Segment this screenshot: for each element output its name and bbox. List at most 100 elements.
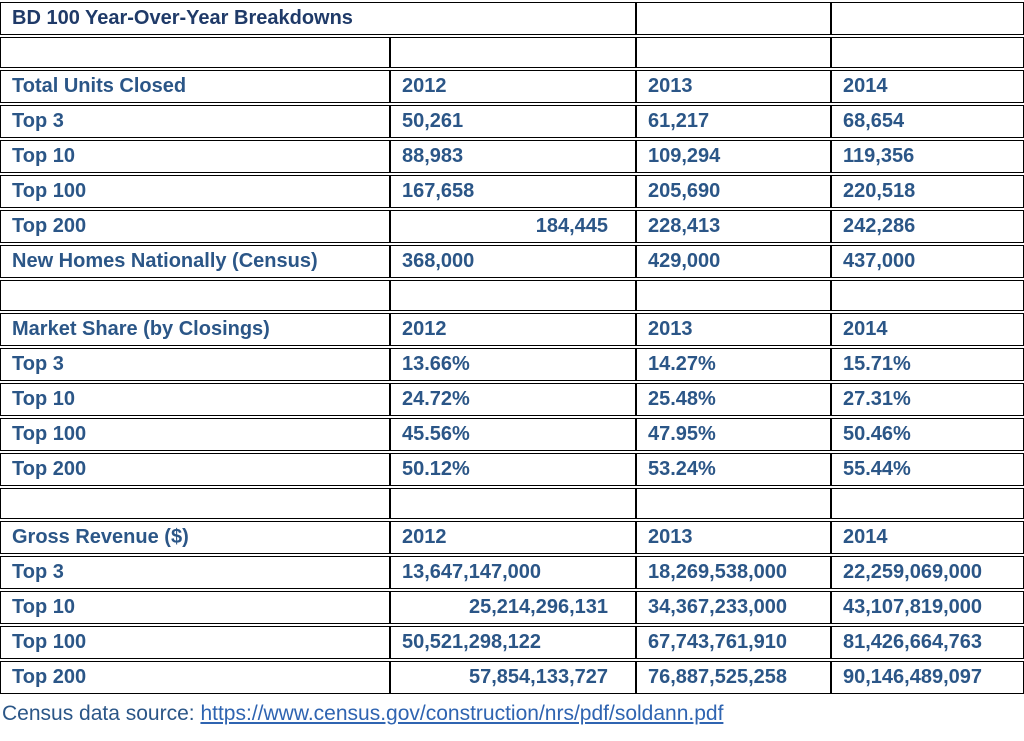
table-row: Top 100 50,521,298,122 67,743,761,910 81,42… bbox=[0, 626, 1024, 659]
value-cell: 24.72% bbox=[390, 383, 636, 416]
value-cell: 13,647,147,000 bbox=[390, 556, 636, 589]
value-cell: 167,658 bbox=[390, 175, 636, 208]
empty-cell bbox=[0, 488, 390, 519]
value-cell: 47.95% bbox=[636, 418, 831, 451]
table-row: Top 3 13.66% 14.27% 15.71% bbox=[0, 348, 1024, 381]
section-header-cell: Gross Revenue ($) bbox=[0, 521, 390, 554]
value-cell: 109,294 bbox=[636, 140, 831, 173]
value-cell: 119,356 bbox=[831, 140, 1024, 173]
year-header-cell: 2014 bbox=[831, 313, 1024, 346]
empty-cell bbox=[636, 2, 831, 35]
value-cell: 55.44% bbox=[831, 453, 1024, 486]
census-source-label: Census data source: bbox=[2, 702, 201, 725]
empty-cell bbox=[831, 280, 1024, 311]
table-row: Top 10 88,983 109,294 119,356 bbox=[0, 140, 1024, 173]
table-row: Top 100 45.56% 47.95% 50.46% bbox=[0, 418, 1024, 451]
empty-cell bbox=[390, 488, 636, 519]
value-cell: 205,690 bbox=[636, 175, 831, 208]
value-cell: 53.24% bbox=[636, 453, 831, 486]
year-header-cell: 2013 bbox=[636, 521, 831, 554]
row-label-cell: Top 200 bbox=[0, 210, 390, 243]
year-header-cell: 2013 bbox=[636, 70, 831, 103]
row-label-cell: New Homes Nationally (Census) bbox=[0, 245, 390, 278]
empty-cell bbox=[831, 488, 1024, 519]
row-label-cell: Top 10 bbox=[0, 140, 390, 173]
value-cell: 368,000 bbox=[390, 245, 636, 278]
section-header-cell: Market Share (by Closings) bbox=[0, 313, 390, 346]
value-cell: 67,743,761,910 bbox=[636, 626, 831, 659]
value-cell: 25.48% bbox=[636, 383, 831, 416]
value-cell: 61,217 bbox=[636, 105, 831, 138]
title-row: BD 100 Year-Over-Year Breakdowns bbox=[0, 2, 1024, 35]
year-header-cell: 2014 bbox=[831, 521, 1024, 554]
row-label-cell: Top 3 bbox=[0, 556, 390, 589]
value-cell: 14.27% bbox=[636, 348, 831, 381]
row-label-cell: Top 200 bbox=[0, 453, 390, 486]
value-cell: 22,259,069,000 bbox=[831, 556, 1024, 589]
empty-cell bbox=[636, 37, 831, 68]
year-header-cell: 2012 bbox=[390, 313, 636, 346]
table-row: Top 200 57,854,133,727 76,887,525,258 90,14… bbox=[0, 661, 1024, 694]
value-cell: 50.46% bbox=[831, 418, 1024, 451]
section-header-row: Total Units Closed 2012 2013 2014 bbox=[0, 70, 1024, 103]
spacer-row bbox=[0, 280, 1024, 311]
section-header-row: Market Share (by Closings) 2012 2013 2014 bbox=[0, 313, 1024, 346]
section-header-row: Gross Revenue ($) 2012 2013 2014 bbox=[0, 521, 1024, 554]
breakdown-table-body: BD 100 Year-Over-Year Breakdowns Total Un… bbox=[0, 2, 1024, 694]
row-label-cell: Top 10 bbox=[0, 383, 390, 416]
footer-note: Census data source: https://www.census.g… bbox=[0, 696, 1024, 727]
value-cell: 15.71% bbox=[831, 348, 1024, 381]
row-label-cell: Top 100 bbox=[0, 418, 390, 451]
empty-cell bbox=[636, 280, 831, 311]
value-cell: 50.12% bbox=[390, 453, 636, 486]
empty-cell bbox=[390, 37, 636, 68]
value-cell: 81,426,664,763 bbox=[831, 626, 1024, 659]
table-row: Top 3 13,647,147,000 18,269,538,000 22,259,… bbox=[0, 556, 1024, 589]
table-row: Top 3 50,261 61,217 68,654 bbox=[0, 105, 1024, 138]
empty-cell bbox=[390, 280, 636, 311]
value-cell: 50,521,298,122 bbox=[390, 626, 636, 659]
empty-cell bbox=[0, 280, 390, 311]
section-header-cell: Total Units Closed bbox=[0, 70, 390, 103]
value-cell: 25,214,296,131 bbox=[390, 591, 636, 624]
value-cell: 68,654 bbox=[831, 105, 1024, 138]
value-cell: 34,367,233,000 bbox=[636, 591, 831, 624]
table-row: Top 10 25,214,296,131 34,367,233,000 43,107… bbox=[0, 591, 1024, 624]
year-header-cell: 2013 bbox=[636, 313, 831, 346]
value-cell: 228,413 bbox=[636, 210, 831, 243]
breakdown-table: BD 100 Year-Over-Year Breakdowns Total Un… bbox=[0, 2, 1024, 694]
empty-cell bbox=[0, 37, 390, 68]
value-cell: 220,518 bbox=[831, 175, 1024, 208]
value-cell: 45.56% bbox=[390, 418, 636, 451]
table-row: New Homes Nationally (Census) 368,000 429,… bbox=[0, 245, 1024, 278]
table-row: Top 10 24.72% 25.48% 27.31% bbox=[0, 383, 1024, 416]
value-cell: 437,000 bbox=[831, 245, 1024, 278]
value-cell: 76,887,525,258 bbox=[636, 661, 831, 694]
empty-cell bbox=[831, 2, 1024, 35]
row-label-cell: Top 100 bbox=[0, 175, 390, 208]
value-cell: 429,000 bbox=[636, 245, 831, 278]
value-cell: 43,107,819,000 bbox=[831, 591, 1024, 624]
value-cell: 242,286 bbox=[831, 210, 1024, 243]
row-label-cell: Top 3 bbox=[0, 348, 390, 381]
spacer-row bbox=[0, 488, 1024, 519]
year-header-cell: 2012 bbox=[390, 70, 636, 103]
row-label-cell: Top 3 bbox=[0, 105, 390, 138]
table-row: Top 100 167,658 205,690 220,518 bbox=[0, 175, 1024, 208]
value-cell: 57,854,133,727 bbox=[390, 661, 636, 694]
value-cell: 50,261 bbox=[390, 105, 636, 138]
table-title: BD 100 Year-Over-Year Breakdowns bbox=[0, 2, 636, 35]
year-header-cell: 2014 bbox=[831, 70, 1024, 103]
row-label-cell: Top 100 bbox=[0, 626, 390, 659]
year-header-cell: 2012 bbox=[390, 521, 636, 554]
value-cell: 27.31% bbox=[831, 383, 1024, 416]
empty-cell bbox=[636, 488, 831, 519]
value-cell: 88,983 bbox=[390, 140, 636, 173]
row-label-cell: Top 200 bbox=[0, 661, 390, 694]
row-label-cell: Top 10 bbox=[0, 591, 390, 624]
table-row: Top 200 184,445 228,413 242,286 bbox=[0, 210, 1024, 243]
census-source-link[interactable]: https://www.census.gov/construction/nrs/… bbox=[200, 702, 724, 725]
value-cell: 18,269,538,000 bbox=[636, 556, 831, 589]
value-cell: 184,445 bbox=[390, 210, 636, 243]
value-cell: 90,146,489,097 bbox=[831, 661, 1024, 694]
